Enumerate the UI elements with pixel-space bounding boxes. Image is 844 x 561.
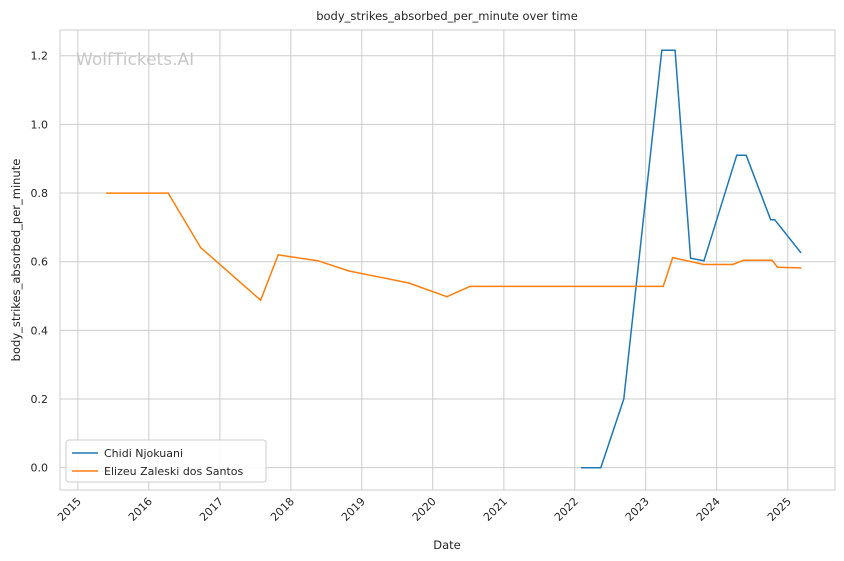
y-tick-label-1.0: 1.0 <box>31 118 49 131</box>
chart-title: body_strikes_absorbed_per_minute over ti… <box>316 9 578 23</box>
legend: Chidi Njokuani Elizeu Zaleski dos Santos <box>65 439 267 483</box>
series-lines <box>106 49 802 469</box>
data-point-elizeu-zaleski-dos-santos-11 <box>671 256 674 259</box>
data-point-elizeu-zaleski-dos-santos-7 <box>408 282 410 284</box>
data-point-elizeu-zaleski-dos-santos-3 <box>259 299 262 302</box>
data-point-elizeu-zaleski-dos-santos-13 <box>731 263 734 266</box>
data-point-chidi-njokuani-9 <box>769 219 772 221</box>
y-tick-label-0.0: 0.0 <box>31 462 49 475</box>
plot-frame <box>59 29 836 491</box>
y-tick-label-0.2: 0.2 <box>31 393 49 406</box>
y-tick-label-0.4: 0.4 <box>31 324 49 337</box>
data-point-elizeu-zaleski-dos-santos-14 <box>742 259 745 262</box>
y-axis-label: body_strikes_absorbed_per_minute <box>9 159 23 362</box>
data-point-elizeu-zaleski-dos-santos-4 <box>277 254 280 256</box>
data-point-elizeu-zaleski-dos-santos-8 <box>446 295 448 298</box>
data-point-chidi-njokuani-0 <box>580 466 583 469</box>
data-point-chidi-njokuani-11 <box>799 251 802 254</box>
legend-label-elizeu-zaleski-dos-santos: Elizeu Zaleski dos Santos <box>104 465 244 478</box>
data-point-elizeu-zaleski-dos-santos-9 <box>469 285 471 288</box>
data-point-chidi-njokuani-4 <box>674 49 676 52</box>
y-tick-label-0.6: 0.6 <box>31 256 49 269</box>
grid-lines <box>60 30 835 490</box>
data-point-chidi-njokuani-3 <box>661 49 663 52</box>
x-axis-label: Date <box>433 538 461 552</box>
data-point-elizeu-zaleski-dos-santos-12 <box>703 263 705 266</box>
data-point-elizeu-zaleski-dos-santos-2 <box>199 246 202 249</box>
data-point-elizeu-zaleski-dos-santos-15 <box>771 259 773 262</box>
data-point-chidi-njokuani-1 <box>600 466 602 469</box>
data-point-chidi-njokuani-7 <box>735 154 738 157</box>
data-point-elizeu-zaleski-dos-santos-5 <box>316 259 319 262</box>
y-tick-label-0.8: 0.8 <box>31 187 49 200</box>
data-point-chidi-njokuani-8 <box>745 154 747 157</box>
data-point-chidi-njokuani-5 <box>689 257 692 260</box>
legend-label-chidi-njokuani: Chidi Njokuani <box>104 447 183 460</box>
data-point-elizeu-zaleski-dos-santos-10 <box>662 285 664 288</box>
data-point-chidi-njokuani-10 <box>774 219 776 221</box>
data-point-elizeu-zaleski-dos-santos-0 <box>106 192 108 194</box>
y-tick-label-1.2: 1.2 <box>31 50 49 63</box>
series-line-elizeu-zaleski-dos-santos <box>106 192 801 301</box>
data-point-chidi-njokuani-6 <box>703 259 705 262</box>
data-point-chidi-njokuani-2 <box>623 398 625 400</box>
watermark: WolfTickets.AI <box>76 50 194 70</box>
data-point-elizeu-zaleski-dos-santos-17 <box>799 267 802 269</box>
data-point-elizeu-zaleski-dos-santos-16 <box>776 266 779 269</box>
data-point-elizeu-zaleski-dos-santos-1 <box>167 192 169 194</box>
legend-box <box>65 439 267 483</box>
data-point-elizeu-zaleski-dos-santos-6 <box>348 270 350 272</box>
